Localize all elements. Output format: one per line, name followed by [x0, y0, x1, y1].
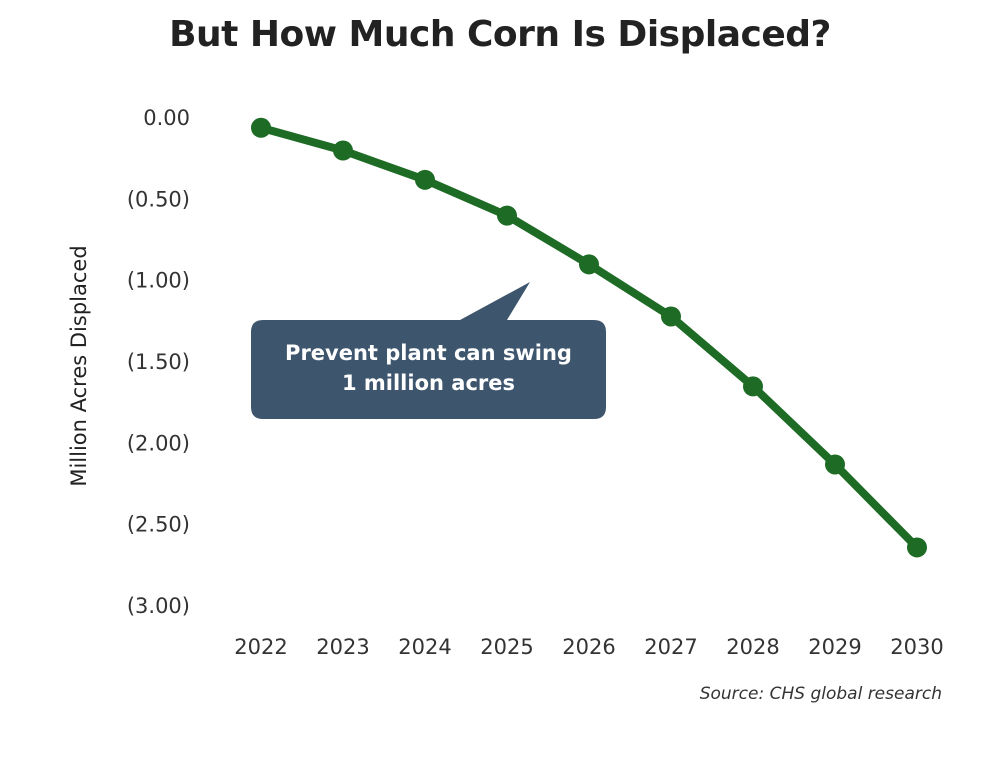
y-tick-label: (3.00) [127, 594, 190, 618]
x-tick-label: 2026 [562, 635, 615, 659]
x-tick-label: 2024 [398, 635, 451, 659]
x-tick-label: 2029 [808, 635, 861, 659]
y-tick-label: (1.50) [127, 350, 190, 374]
annotation-line-1: Prevent plant can swing [285, 341, 572, 365]
source-note: Source: CHS global research [699, 684, 942, 704]
data-point [825, 454, 845, 475]
data-point [497, 205, 517, 226]
y-tick-label: (2.00) [127, 431, 190, 455]
x-tick-label: 2027 [644, 635, 697, 659]
x-tick-label: 2023 [316, 635, 369, 659]
data-point [333, 140, 353, 161]
data-point [661, 306, 681, 327]
data-point [743, 376, 763, 397]
data-point [579, 254, 599, 275]
annotation-callout [251, 282, 606, 419]
x-tick-label: 2030 [890, 635, 943, 659]
x-tick-label: 2028 [726, 635, 779, 659]
x-tick-label: 2025 [480, 635, 533, 659]
y-tick-label: 0.00 [143, 106, 190, 130]
x-tick-label: 2022 [234, 635, 287, 659]
chart-title: But How Much Corn Is Displaced? [169, 14, 831, 55]
data-point [907, 537, 927, 558]
data-point [251, 117, 271, 138]
y-tick-label: (0.50) [127, 187, 190, 211]
data-point [415, 169, 435, 190]
annotation-text: Prevent plant can swing 1 million acres [251, 338, 606, 398]
y-axis-label: Million Acres Displaced [67, 245, 91, 486]
y-tick-label: (2.50) [127, 513, 190, 537]
y-tick-label: (1.00) [127, 269, 190, 293]
annotation-line-2: 1 million acres [341, 371, 515, 395]
